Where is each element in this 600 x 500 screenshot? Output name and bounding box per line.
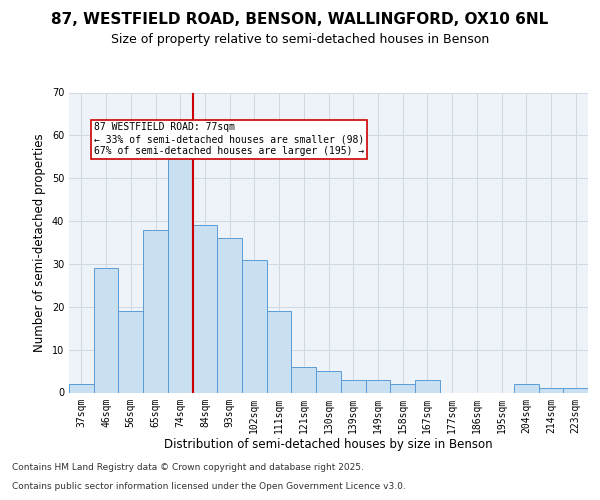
Y-axis label: Number of semi-detached properties: Number of semi-detached properties (33, 133, 46, 352)
Text: Contains public sector information licensed under the Open Government Licence v3: Contains public sector information licen… (12, 482, 406, 491)
Bar (292, 367, 316, 392)
Bar (563, 388, 588, 392)
Bar (217, 238, 242, 392)
Bar (514, 384, 539, 392)
Bar (365, 380, 390, 392)
Bar (69, 384, 94, 392)
Bar (118, 311, 143, 392)
Bar (539, 388, 563, 392)
Bar (390, 384, 415, 392)
Bar (341, 380, 365, 392)
Bar (267, 311, 292, 392)
Bar (168, 148, 193, 392)
Text: 87 WESTFIELD ROAD: 77sqm
← 33% of semi-detached houses are smaller (98)
67% of s: 87 WESTFIELD ROAD: 77sqm ← 33% of semi-d… (94, 122, 364, 156)
Bar (94, 268, 118, 392)
Bar (415, 380, 440, 392)
Bar (242, 260, 267, 392)
Text: 87, WESTFIELD ROAD, BENSON, WALLINGFORD, OX10 6NL: 87, WESTFIELD ROAD, BENSON, WALLINGFORD,… (52, 12, 548, 28)
Text: Contains HM Land Registry data © Crown copyright and database right 2025.: Contains HM Land Registry data © Crown c… (12, 464, 364, 472)
Bar (193, 226, 217, 392)
X-axis label: Distribution of semi-detached houses by size in Benson: Distribution of semi-detached houses by … (164, 438, 493, 451)
Bar (143, 230, 168, 392)
Text: Size of property relative to semi-detached houses in Benson: Size of property relative to semi-detach… (111, 32, 489, 46)
Bar (316, 371, 341, 392)
